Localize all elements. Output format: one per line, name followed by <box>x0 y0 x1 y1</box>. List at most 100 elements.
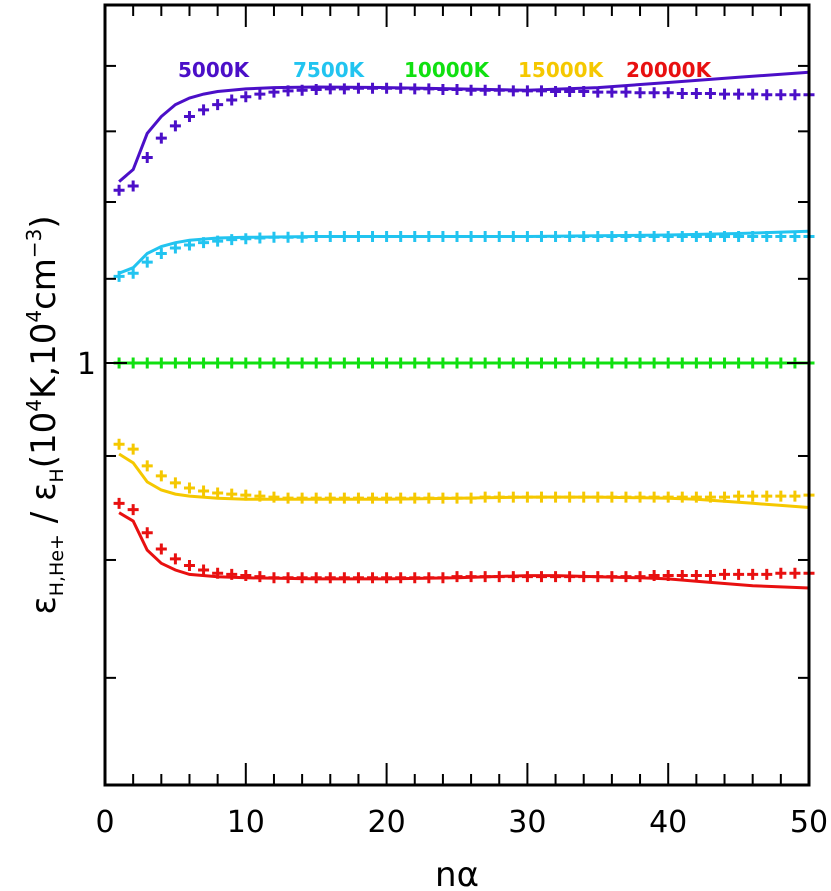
data-point-7500k <box>775 231 787 243</box>
legend: 5000K 7500K 10000K 15000K 20000K <box>178 58 713 82</box>
data-point-15000k <box>381 492 393 504</box>
data-point-7500k <box>409 231 421 243</box>
y-title-open: (10 <box>24 412 64 469</box>
data-point-10000k <box>282 357 294 369</box>
data-point-5000k <box>704 87 716 99</box>
data-point-7500k <box>352 231 364 243</box>
data-point-15000k <box>324 492 336 504</box>
data-point-7500k <box>550 231 562 243</box>
data-point-15000k <box>521 491 533 503</box>
data-point-20000k <box>507 571 519 583</box>
data-point-10000k <box>183 357 195 369</box>
data-point-5000k <box>212 99 224 111</box>
data-point-10000k <box>268 357 280 369</box>
data-point-5000k <box>662 87 674 99</box>
data-point-15000k <box>479 491 491 503</box>
data-point-15000k <box>268 491 280 503</box>
data-point-7500k <box>113 270 125 282</box>
data-point-5000k <box>747 88 759 100</box>
data-point-10000k <box>296 357 308 369</box>
data-point-15000k <box>169 477 181 489</box>
data-point-5000k <box>465 84 477 96</box>
series-7500k <box>113 229 815 282</box>
data-point-10000k <box>676 357 688 369</box>
data-point-20000k <box>268 572 280 584</box>
data-point-5000k <box>676 87 688 99</box>
data-point-20000k <box>550 571 562 583</box>
data-point-7500k <box>155 248 167 260</box>
data-point-15000k <box>367 492 379 504</box>
data-point-10000k <box>719 357 731 369</box>
data-point-5000k <box>592 86 604 98</box>
data-point-20000k <box>113 497 125 509</box>
y-title-denominator-subscript: H <box>46 468 68 482</box>
data-point-7500k <box>733 231 745 243</box>
x-tick-label: 40 <box>649 805 687 840</box>
data-point-15000k <box>592 491 604 503</box>
data-point-10000k <box>240 357 252 369</box>
data-point-10000k <box>747 357 759 369</box>
data-point-20000k <box>338 572 350 584</box>
data-point-10000k <box>141 357 153 369</box>
data-point-20000k <box>226 568 238 580</box>
data-point-10000k <box>620 357 632 369</box>
series-15000k <box>113 438 815 509</box>
y-title-gap-2 <box>24 501 64 512</box>
data-point-5000k <box>113 184 125 196</box>
data-point-20000k <box>141 527 153 539</box>
data-point-5000k <box>268 86 280 98</box>
data-point-15000k <box>409 492 421 504</box>
data-point-10000k <box>507 357 519 369</box>
data-point-7500k <box>324 231 336 243</box>
data-point-20000k <box>254 571 266 583</box>
series-20000k <box>113 497 815 590</box>
x-tick-label: 30 <box>508 805 546 840</box>
data-point-15000k <box>352 492 364 504</box>
data-point-5000k <box>409 83 421 95</box>
data-point-7500k <box>676 231 688 243</box>
data-point-5000k <box>479 84 491 96</box>
data-point-7500k <box>395 231 407 243</box>
data-point-15000k <box>127 443 139 455</box>
data-point-15000k <box>465 492 477 504</box>
data-point-20000k <box>212 567 224 579</box>
data-point-10000k <box>662 357 674 369</box>
data-point-20000k <box>606 571 618 583</box>
data-point-7500k <box>662 231 674 243</box>
data-point-10000k <box>451 357 463 369</box>
data-point-20000k <box>676 570 688 582</box>
data-point-15000k <box>254 490 266 502</box>
data-point-20000k <box>352 572 364 584</box>
data-point-7500k <box>465 231 477 243</box>
data-point-20000k <box>409 572 421 584</box>
data-point-15000k <box>198 485 210 497</box>
data-point-15000k <box>550 491 562 503</box>
data-point-5000k <box>169 120 181 132</box>
data-point-15000k <box>141 460 153 472</box>
data-point-10000k <box>648 357 660 369</box>
data-point-15000k <box>719 491 731 503</box>
data-point-7500k <box>704 231 716 243</box>
data-point-20000k <box>592 571 604 583</box>
y-title-slash: / <box>24 511 64 523</box>
x-tick-label: 20 <box>368 805 406 840</box>
data-point-10000k <box>479 357 491 369</box>
data-point-15000k <box>704 491 716 503</box>
data-point-10000k <box>775 357 787 369</box>
data-point-15000k <box>282 492 294 504</box>
x-tick-label: 10 <box>227 805 265 840</box>
data-point-5000k <box>521 85 533 97</box>
data-point-15000k <box>690 491 702 503</box>
data-point-5000k <box>240 91 252 103</box>
data-point-7500k <box>296 231 308 243</box>
data-point-20000k <box>169 553 181 565</box>
data-point-20000k <box>198 564 210 576</box>
data-point-10000k <box>535 357 547 369</box>
data-point-15000k <box>775 490 787 502</box>
data-point-15000k <box>620 491 632 503</box>
data-point-5000k <box>183 111 195 123</box>
data-point-15000k <box>310 492 322 504</box>
y-title-unit: cm <box>24 258 64 310</box>
data-point-10000k <box>310 357 322 369</box>
